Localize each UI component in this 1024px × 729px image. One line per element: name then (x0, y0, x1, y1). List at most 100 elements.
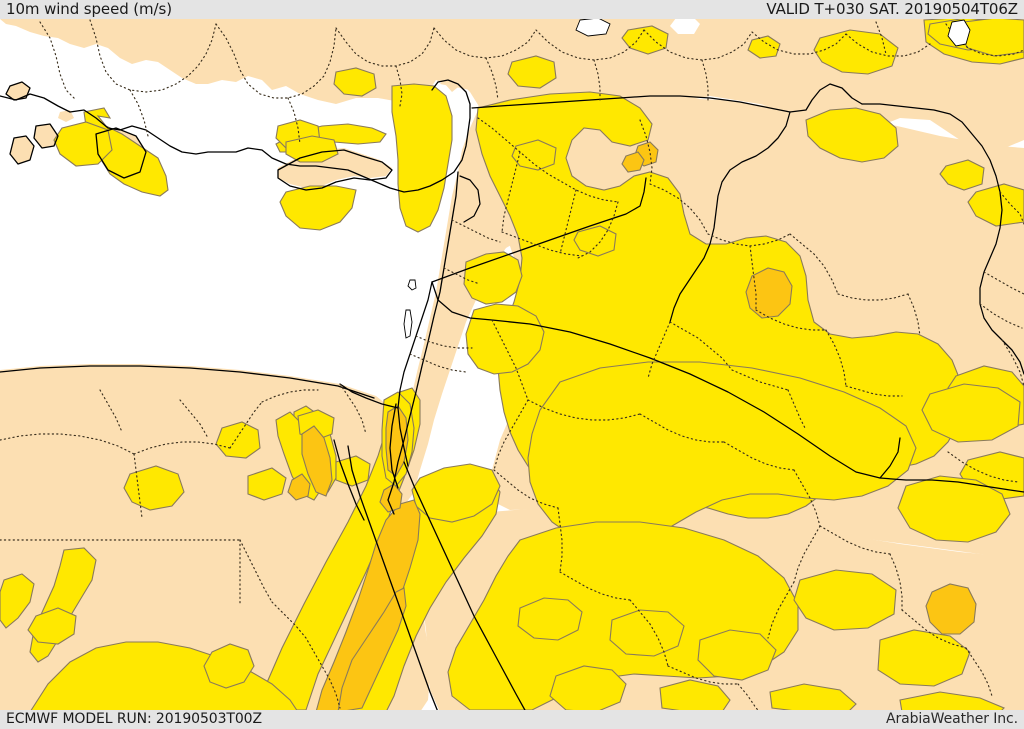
coast-levant (387, 171, 459, 515)
contour-yellow-iran-spot-13 (939, 159, 985, 191)
land-aegean-island-2 (10, 136, 34, 164)
admin-saudi-18 (767, 581, 795, 639)
contour-yellow-arabia-patch-3 (697, 629, 777, 681)
admin-saudi-8 (557, 507, 563, 573)
admin-iraq-10 (731, 369, 789, 391)
contour-yellow-levant-coast (391, 83, 453, 233)
admin-turkey-4 (215, 23, 337, 99)
admin-saudi-13 (819, 525, 891, 555)
contour-yellow-arabia-patch-5 (877, 629, 971, 687)
coast-egypt-north (0, 365, 375, 399)
admin-turkey-9 (485, 57, 499, 101)
water-lake-urmia (947, 19, 971, 47)
page-title: 10m wind speed (m/s) (6, 0, 172, 18)
contour-yellow-sinai-patch-2 (123, 465, 185, 511)
land-aegean-island-1 (6, 82, 30, 100)
admin-iraq-6 (789, 233, 839, 295)
contour-yellow-gulf-coast-2 (921, 383, 1021, 443)
contour-gold-east-saudi (925, 583, 977, 635)
admin-syria-2 (501, 151, 521, 233)
admin-iran-4 (1001, 339, 1024, 387)
border-israel-jordan (397, 281, 433, 409)
coast-cyprus (277, 149, 393, 191)
admin-levant-1 (451, 219, 501, 243)
admin-saudi-14 (889, 553, 903, 611)
admin-turkey-5 (287, 97, 301, 145)
contour-yellow-arabia-patch-7 (659, 679, 731, 713)
admin-iraq-5 (845, 385, 903, 397)
contour-yellow-arabia-patch-8 (769, 683, 857, 713)
water-dead-sea (403, 309, 413, 339)
admin-saudi-12 (737, 683, 761, 713)
admin-saudi-5 (793, 469, 821, 527)
admin-iraq-2 (749, 245, 757, 311)
admin-saudi-16 (965, 647, 993, 697)
admin-syria-5 (501, 231, 583, 257)
valid-time-label: VALID T+030 SAT. 20190504T06Z (766, 0, 1018, 18)
coast-gulf-aqaba (389, 403, 399, 489)
admin-saudi-11 (667, 665, 739, 685)
admin-iraq-8 (907, 293, 921, 337)
contour-gold-sinai-cell (287, 473, 311, 501)
contour-yellow-egypt-band-2 (0, 573, 35, 629)
admin-turkey-13 (701, 59, 709, 101)
admin-egypt-10 (261, 389, 319, 403)
admin-turkey-7 (395, 65, 403, 107)
border-syria-iraq (669, 111, 791, 323)
contour-yellow-arabia-patch-1 (517, 597, 583, 641)
admin-saudi-15 (901, 609, 967, 649)
contour-gold-central-iraq (745, 267, 793, 319)
contour-yellow-turkey-spot-6 (621, 25, 669, 55)
admin-egypt-12 (99, 389, 123, 433)
admin-saudi-9 (559, 571, 631, 601)
admin-saudi-4 (723, 441, 795, 471)
border-egypt-israel (339, 383, 399, 409)
admin-saudi-17 (793, 525, 821, 583)
admin-iraq-3 (755, 309, 827, 331)
border-saudi-iraq (491, 319, 1024, 493)
coastline-layer (0, 79, 527, 713)
map-header-bar: 10m wind speed (m/s) VALID T+030 SAT. 20… (0, 0, 1024, 19)
contour-yellow-egypt-band-3 (27, 607, 77, 645)
national-border-layer (339, 83, 1024, 493)
contour-yellow-ne-arabia (527, 361, 917, 545)
admin-jordan-1 (415, 335, 473, 349)
land-island-small-3 (58, 110, 74, 122)
admin-sinai-1 (339, 383, 367, 435)
border-kuwait (879, 437, 901, 479)
contour-yellow-arabia-patch-4 (793, 569, 897, 631)
land-rhodes (34, 124, 58, 148)
admin-border-layer (0, 19, 1024, 713)
coast-gulf-suez (333, 439, 365, 521)
admin-iraq-7 (837, 293, 909, 301)
coast-red-sea-west (347, 445, 439, 713)
brand-label: ArabiaWeather Inc. (885, 711, 1018, 727)
admin-iraq-12 (647, 321, 671, 379)
contour-yellow-turkey-spot-10 (747, 35, 781, 59)
admin-turkey-1 (39, 21, 77, 101)
admin-egypt-6 (239, 539, 273, 603)
admin-jordan-2 (409, 353, 467, 373)
admin-egypt-3 (229, 401, 263, 449)
water-lake-tiberias (407, 279, 417, 291)
admin-syria-7 (649, 183, 709, 235)
contour-yellow-zagros (805, 107, 899, 163)
admin-saudi-6 (493, 399, 529, 471)
contour-yellow-sinai-patch-1 (215, 421, 261, 459)
border-turkey-iraq-iran (861, 103, 1024, 375)
admin-egypt-4 (133, 453, 143, 519)
admin-syria-1 (477, 117, 619, 203)
admin-turkey-14 (751, 31, 847, 55)
contour-yellow-turkey-spot-7 (511, 139, 557, 171)
contour-yellow-turkey-spot-9 (813, 29, 899, 75)
border-jordan-iraq (431, 281, 493, 321)
admin-saudi-10 (629, 599, 669, 667)
admin-egypt-2 (133, 441, 231, 455)
admin-turkey-11 (593, 59, 601, 101)
water-sea-patch-1 (670, 16, 700, 34)
admin-saudi-2 (527, 399, 641, 421)
contour-gold-gulf-suez (301, 425, 333, 497)
